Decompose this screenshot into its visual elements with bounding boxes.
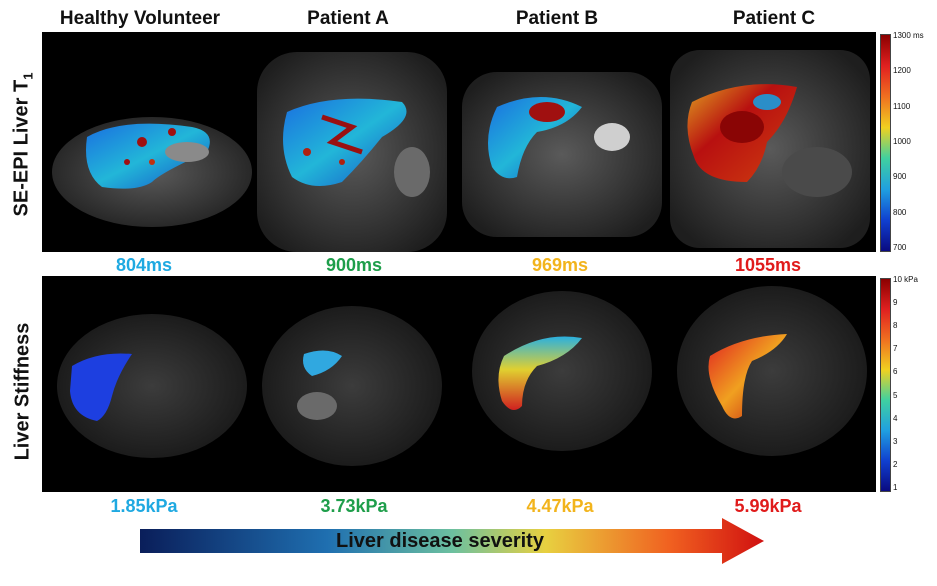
stiffness-map-panel <box>42 276 876 492</box>
t1-colorbar-tick: 1100 <box>893 101 911 111</box>
stiffness-patient-c-image <box>677 286 867 456</box>
t1-healthy-image <box>52 117 252 227</box>
t1-colorbar-tick: 1200 <box>893 66 911 76</box>
stiffness-colorbar-tick: 2 <box>893 459 898 469</box>
t1-colorbar-tick: 700 <box>893 243 907 252</box>
t1-patient-a-image <box>257 52 447 252</box>
t1-value-healthy: 804ms <box>115 255 173 275</box>
t1-colorbar-tick: 800 <box>893 207 907 217</box>
row-label-t1-subscript: 1 <box>20 72 36 80</box>
t1-map-images <box>52 50 870 252</box>
stiffness-patient-b-image <box>472 291 652 451</box>
t1-colorbar <box>880 34 891 252</box>
stiffness-colorbar-tick: 1 <box>893 483 898 492</box>
stiffness-colorbar <box>880 278 891 492</box>
stiffness-colorbar-tick: 5 <box>893 390 898 400</box>
t1-colorbar-tick: 900 <box>893 172 907 182</box>
t1-value-patient-c: 1055ms <box>734 255 802 275</box>
stiffness-value-patient-b: 4.47kPa <box>526 496 594 516</box>
severity-arrow-label: Liver disease severity <box>336 530 544 552</box>
severity-arrow: Liver disease severity <box>140 516 765 571</box>
stiffness-colorbar-tick: 8 <box>893 321 898 331</box>
t1-patient-c-image <box>670 50 870 248</box>
stiffness-value-patient-a: 3.73kPa <box>320 496 388 516</box>
t1-value-patient-a: 900ms <box>325 255 383 275</box>
stiffness-value-healthy: 1.85kPa <box>110 496 178 516</box>
stiffness-colorbar-tick: 6 <box>893 367 898 377</box>
row-label-stiffness: Liver Stiffness <box>11 322 34 461</box>
t1-map-panel <box>42 32 876 252</box>
column-title-patient-b: Patient B <box>515 8 599 29</box>
t1-value-patient-b: 969ms <box>531 255 589 275</box>
column-title-healthy: Healthy Volunteer <box>59 8 221 29</box>
column-title-patient-a: Patient A <box>307 8 389 29</box>
stiffness-colorbar-tick: 3 <box>893 436 898 446</box>
stiffness-patient-a-image <box>262 306 442 466</box>
stiffness-colorbar-tick: 10 kPa <box>893 275 918 284</box>
column-title-patient-c: Patient C <box>732 8 816 29</box>
stiffness-healthy-image <box>57 314 247 458</box>
row-label-t1: SE-EPI Liver T1 <box>11 30 36 260</box>
t1-colorbar-tick: 1300 ms <box>893 31 924 40</box>
stiffness-value-patient-c: 5.99kPa <box>734 496 802 516</box>
stiffness-colorbar-tick: 7 <box>893 344 898 354</box>
stiffness-map-images <box>57 286 867 466</box>
t1-colorbar-tick: 1000 <box>893 137 911 146</box>
row-label-t1-text: SE-EPI Liver T <box>10 79 33 217</box>
severity-arrow-shape <box>140 518 764 564</box>
stiffness-colorbar-tick: 4 <box>893 413 898 423</box>
t1-patient-b-image <box>462 72 662 237</box>
stiffness-colorbar-tick: 9 <box>893 298 898 308</box>
